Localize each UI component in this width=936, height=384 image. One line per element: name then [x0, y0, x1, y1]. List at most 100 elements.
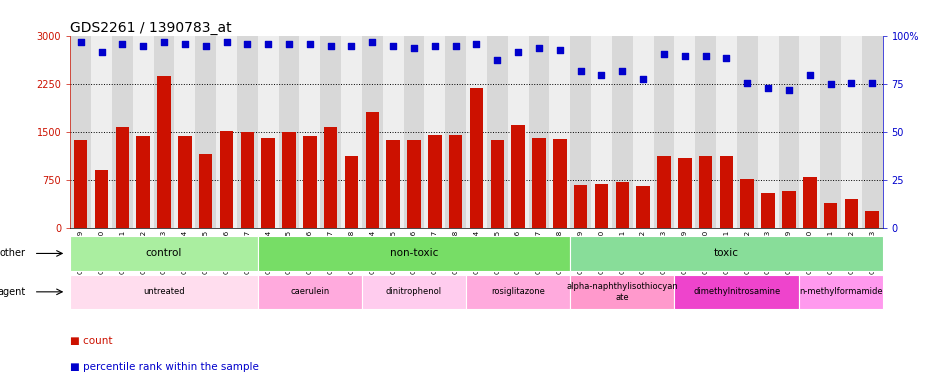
Bar [715, 36, 736, 228]
Bar [407, 140, 420, 228]
Bar [257, 275, 361, 309]
Point [94, 49, 109, 55]
Bar [570, 236, 882, 271]
Bar [70, 236, 257, 271]
Point [73, 39, 88, 45]
Point [364, 39, 379, 45]
Text: rosiglitazone: rosiglitazone [490, 287, 545, 296]
Bar [324, 127, 337, 228]
Bar [344, 156, 358, 228]
Bar [428, 135, 441, 228]
Point [781, 87, 796, 93]
Point [427, 43, 442, 49]
Bar [320, 36, 341, 228]
Point [573, 68, 588, 74]
Bar [237, 36, 257, 228]
Bar [695, 36, 715, 228]
Bar [174, 36, 195, 228]
Bar [636, 185, 650, 228]
Point [219, 39, 234, 45]
Point [177, 41, 192, 47]
Bar [570, 275, 674, 309]
Bar [511, 125, 524, 228]
Point [302, 41, 317, 47]
Point [115, 41, 130, 47]
Point [739, 79, 754, 86]
Bar [798, 275, 882, 309]
Point [822, 81, 837, 88]
Bar [573, 185, 587, 228]
Bar [195, 36, 216, 228]
Bar [278, 36, 300, 228]
Point [531, 45, 546, 51]
Point [864, 79, 879, 86]
Bar [445, 36, 465, 228]
Bar [403, 36, 424, 228]
Bar [823, 203, 837, 228]
Bar [469, 88, 483, 228]
Point [801, 72, 816, 78]
Text: agent: agent [0, 287, 25, 297]
Text: n-methylformamide: n-methylformamide [798, 287, 882, 296]
Bar [532, 137, 545, 228]
Text: alpha-naphthylisothiocyan
ate: alpha-naphthylisothiocyan ate [565, 282, 678, 301]
Bar [137, 136, 150, 228]
Bar [386, 140, 400, 228]
Bar [178, 136, 191, 228]
Point [447, 43, 462, 49]
Bar [365, 112, 379, 228]
Point [551, 47, 566, 53]
Bar [761, 193, 774, 228]
Bar [736, 36, 757, 228]
Point [843, 79, 858, 86]
Bar [490, 140, 504, 228]
Bar [382, 36, 403, 228]
Bar [819, 36, 841, 228]
Bar [282, 132, 296, 228]
Point [490, 56, 505, 63]
Bar [198, 154, 212, 228]
Bar [594, 184, 607, 228]
Bar [528, 36, 548, 228]
Point [635, 76, 650, 82]
Bar [698, 156, 711, 228]
Bar [843, 199, 857, 228]
Bar [802, 177, 815, 228]
Point [593, 72, 608, 78]
Bar [257, 236, 570, 271]
Point [281, 41, 296, 47]
Bar [865, 210, 878, 228]
Text: caerulein: caerulein [290, 287, 329, 296]
Point [760, 85, 775, 91]
Text: GDS2261 / 1390783_at: GDS2261 / 1390783_at [70, 22, 231, 35]
Bar [841, 36, 861, 228]
Text: other: other [0, 248, 25, 258]
Point [260, 41, 275, 47]
Bar [487, 36, 507, 228]
Text: toxic: toxic [713, 248, 739, 258]
Bar [157, 76, 170, 228]
Point [386, 43, 401, 49]
Bar [220, 131, 233, 228]
Bar [424, 36, 445, 228]
Point [156, 39, 171, 45]
Bar [652, 36, 674, 228]
Bar [91, 36, 111, 228]
Bar [111, 36, 133, 228]
Bar [95, 170, 109, 228]
Point [198, 43, 213, 49]
Bar [678, 158, 691, 228]
Point [697, 53, 712, 59]
Point [718, 55, 733, 61]
Text: ■ count: ■ count [70, 336, 112, 346]
Point [136, 43, 151, 49]
Bar [70, 275, 257, 309]
Bar [300, 36, 320, 228]
Point [406, 45, 421, 51]
Bar [448, 135, 461, 228]
Bar [798, 36, 819, 228]
Bar [257, 36, 278, 228]
Bar [507, 36, 528, 228]
Bar [115, 127, 129, 228]
Point [677, 53, 692, 59]
